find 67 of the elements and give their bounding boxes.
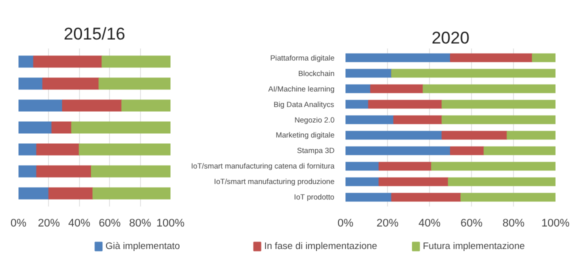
bar xyxy=(378,177,449,186)
x-tick-label: 80% xyxy=(502,218,525,230)
bar xyxy=(442,130,508,140)
bar xyxy=(121,100,170,112)
bar xyxy=(450,146,485,156)
bar xyxy=(78,143,170,156)
bar xyxy=(18,100,64,112)
x-tick-label: 0% xyxy=(10,218,27,230)
x-tick-label: 100% xyxy=(156,218,185,230)
bar xyxy=(33,56,103,68)
bar xyxy=(442,100,556,109)
bar xyxy=(391,192,462,202)
legend-label: Futura implementazione xyxy=(422,241,525,252)
bar xyxy=(393,115,443,124)
bar xyxy=(92,187,170,200)
bar xyxy=(98,78,170,90)
x-tick-label: 80% xyxy=(129,218,152,230)
bar xyxy=(431,162,556,171)
bar xyxy=(36,165,92,178)
bar xyxy=(368,100,443,109)
chart-title: 2020 xyxy=(432,28,470,48)
bar xyxy=(346,68,392,78)
bar xyxy=(102,56,170,68)
bar xyxy=(90,165,170,178)
bar xyxy=(42,78,100,90)
bar xyxy=(370,84,424,94)
x-tick-label: 60% xyxy=(460,218,483,230)
legend-label: Già implementato xyxy=(106,241,180,252)
bar xyxy=(346,146,451,156)
x-tick-label: 20% xyxy=(376,218,399,230)
chart-title: 2015/16 xyxy=(64,24,126,44)
x-tick-label: 20% xyxy=(38,218,60,230)
bar xyxy=(18,122,52,134)
bar xyxy=(18,187,50,200)
bar xyxy=(346,177,380,186)
bar xyxy=(346,192,392,202)
bar xyxy=(71,122,170,134)
x-tick-label: 40% xyxy=(68,218,91,230)
x-tick-label: 0% xyxy=(338,218,354,230)
bar xyxy=(484,146,556,156)
bar xyxy=(18,78,44,90)
bar xyxy=(506,130,556,140)
x-tick-label: 100% xyxy=(541,218,570,230)
bar xyxy=(346,100,370,109)
bar xyxy=(346,162,380,171)
bar xyxy=(346,115,394,124)
bar xyxy=(346,53,451,62)
bar xyxy=(51,122,72,134)
bar xyxy=(442,115,556,124)
bar xyxy=(346,84,372,94)
bar xyxy=(391,68,556,78)
bar xyxy=(460,192,556,202)
bar xyxy=(422,84,556,94)
bar xyxy=(18,143,38,156)
legend-label: In fase di implementazione xyxy=(264,241,378,252)
bar xyxy=(18,165,38,178)
bar xyxy=(18,56,34,68)
x-tick-label: 40% xyxy=(418,218,441,230)
bar xyxy=(346,130,443,140)
bar xyxy=(450,53,533,62)
bar xyxy=(378,162,432,171)
bar xyxy=(62,100,122,112)
x-tick-label: 60% xyxy=(98,218,121,230)
bar xyxy=(448,177,556,186)
bar xyxy=(532,53,556,62)
bar xyxy=(36,143,80,156)
bar xyxy=(48,187,94,200)
